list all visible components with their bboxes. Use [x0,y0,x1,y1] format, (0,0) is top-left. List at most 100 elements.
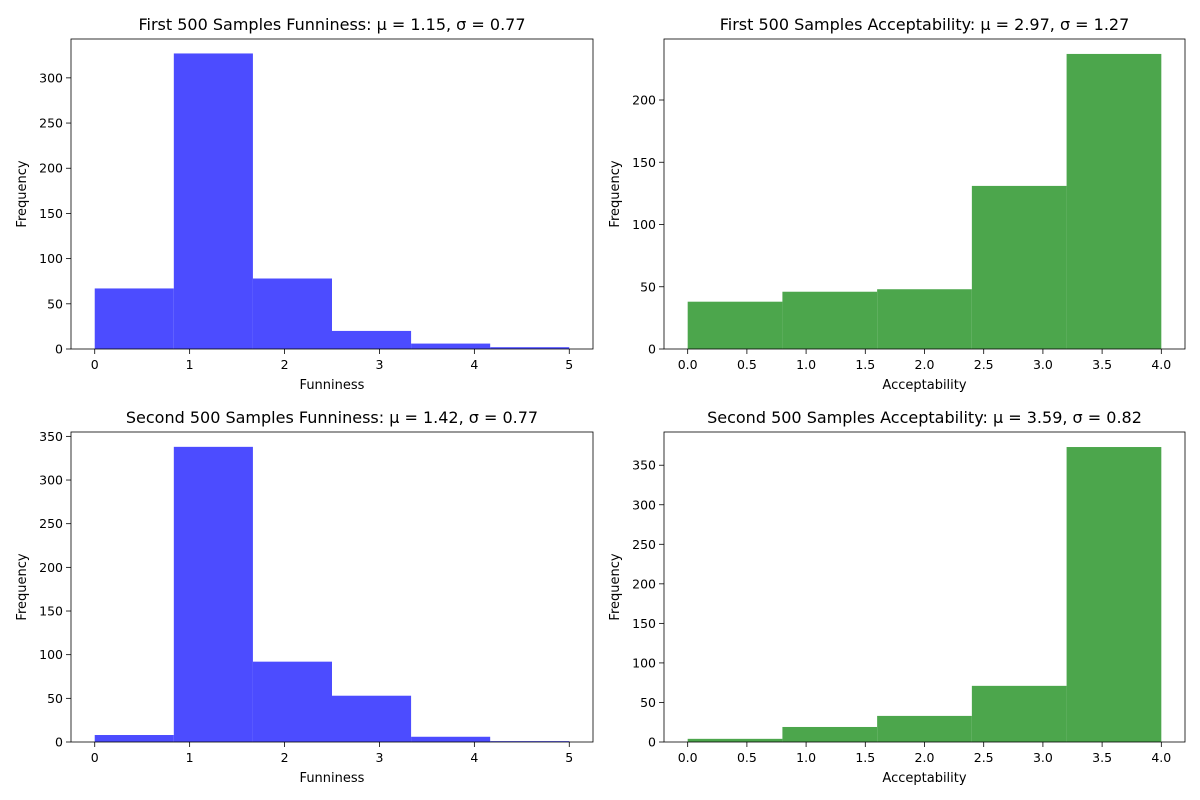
histogram-bar [782,726,878,742]
y-tick-label: 0 [648,342,656,357]
y-axis-ticks: 0 50 100 150 200 [632,93,664,357]
x-tick-label: 0 [91,357,99,372]
x-tick-label: 4.0 [1151,750,1171,765]
x-tick-label: 3.0 [1033,750,1053,765]
panel-first-acceptability: First 500 Samples Acceptability: μ = 2.9… [608,15,1186,393]
y-tick-label: 300 [39,70,63,85]
x-tick-label: 1.0 [796,357,816,372]
axes-frame [663,431,1186,743]
x-tick-label: 5 [565,357,573,372]
x-tick-label: 1 [186,357,194,372]
y-tick-label: 200 [39,161,63,176]
y-tick-label: 0 [55,735,63,750]
histogram-bar [687,301,783,349]
x-axis-ticks: 0 1 2 3 4 5 [91,742,573,765]
x-axis-label: Funniness [300,771,365,786]
y-tick-label: 200 [632,576,656,591]
y-tick-label: 200 [632,93,656,108]
y-tick-label: 150 [632,616,656,631]
x-tick-label: 0.5 [737,750,757,765]
bars [687,53,1162,349]
y-tick-label: 250 [39,516,63,531]
y-tick-label: 200 [39,560,63,575]
histogram-bar [1066,53,1162,349]
histogram-bar [173,446,253,742]
axes-frame [70,38,594,350]
chart-title: Second 500 Samples Funniness: μ = 1.42, … [126,408,538,427]
y-tick-label: 250 [632,537,656,552]
histogram-bar [687,738,783,742]
x-tick-label: 1.5 [855,750,875,765]
histogram-bar [332,330,412,349]
x-axis-label: Acceptability [882,378,966,393]
x-tick-label: 2.5 [974,750,994,765]
chart-title: First 500 Samples Funniness: μ = 1.15, σ… [138,15,525,34]
x-axis-ticks: 0.0 0.5 1.0 1.5 2.0 2.5 3.0 3.5 4.0 [678,742,1171,765]
axes-frame [70,431,594,743]
y-tick-label: 150 [632,155,656,170]
x-tick-label: 1.0 [796,750,816,765]
x-tick-label: 3.5 [1092,357,1112,372]
x-tick-label: 1.5 [855,357,875,372]
x-tick-label: 1 [186,750,194,765]
x-axis-ticks: 0 1 2 3 4 5 [91,349,573,372]
y-tick-label: 250 [39,116,63,131]
histogram-bar [94,735,174,742]
x-tick-label: 3.5 [1092,750,1112,765]
x-tick-label: 4 [470,750,478,765]
y-axis-label: Frequency [15,160,30,227]
y-tick-label: 100 [632,655,656,670]
y-tick-label: 150 [39,206,63,221]
x-tick-label: 2 [281,357,289,372]
x-tick-label: 2.5 [974,357,994,372]
histogram-bar [173,53,253,350]
histogram-bar [782,291,878,349]
bars [94,446,570,742]
x-tick-label: 0.0 [678,357,698,372]
x-tick-label: 3 [375,750,383,765]
histogram-bar [490,741,570,742]
histogram-bar [877,715,972,742]
x-axis-label: Funniness [300,378,365,393]
x-tick-label: 4.0 [1151,357,1171,372]
x-tick-label: 3 [375,357,383,372]
histogram-bar [94,288,174,349]
y-axis-ticks: 0 50 100 150 200 250 300 350 [632,458,664,750]
y-tick-label: 100 [39,647,63,662]
histogram-bar [971,685,1067,742]
y-tick-label: 350 [39,429,63,444]
y-tick-label: 50 [47,296,63,311]
y-axis-ticks: 0 50 100 150 200 250 300 [39,70,71,357]
chart-title: Second 500 Samples Acceptability: μ = 3.… [707,408,1142,427]
x-tick-label: 3.0 [1033,357,1053,372]
x-axis-label: Acceptability [882,771,966,786]
x-tick-label: 0.5 [737,357,757,372]
y-tick-label: 100 [39,251,63,266]
histogram-bar [252,661,332,742]
y-tick-label: 300 [632,497,656,512]
histogram-bar [490,347,570,349]
y-tick-label: 350 [632,458,656,473]
y-axis-ticks: 0 50 100 150 200 250 300 350 [39,429,71,750]
y-axis-label: Frequency [608,553,623,620]
y-tick-label: 50 [47,691,63,706]
x-tick-label: 4 [470,357,478,372]
y-tick-label: 0 [55,342,63,357]
y-tick-label: 300 [39,473,63,488]
axes-frame [663,38,1186,350]
bars [687,447,1162,742]
histogram-bar [1066,447,1162,742]
x-tick-label: 2.0 [915,750,935,765]
histogram-bar [332,695,412,742]
histogram-bar [411,343,491,349]
y-tick-label: 0 [648,735,656,750]
histogram-bar [877,289,972,349]
x-tick-label: 0.0 [678,750,698,765]
panel-first-funniness: First 500 Samples Funniness: μ = 1.15, σ… [15,15,594,393]
panel-second-funniness: Second 500 Samples Funniness: μ = 1.42, … [15,408,594,786]
y-axis-label: Frequency [15,553,30,620]
x-tick-label: 2.0 [915,357,935,372]
y-tick-label: 50 [640,695,656,710]
y-tick-label: 100 [632,217,656,232]
